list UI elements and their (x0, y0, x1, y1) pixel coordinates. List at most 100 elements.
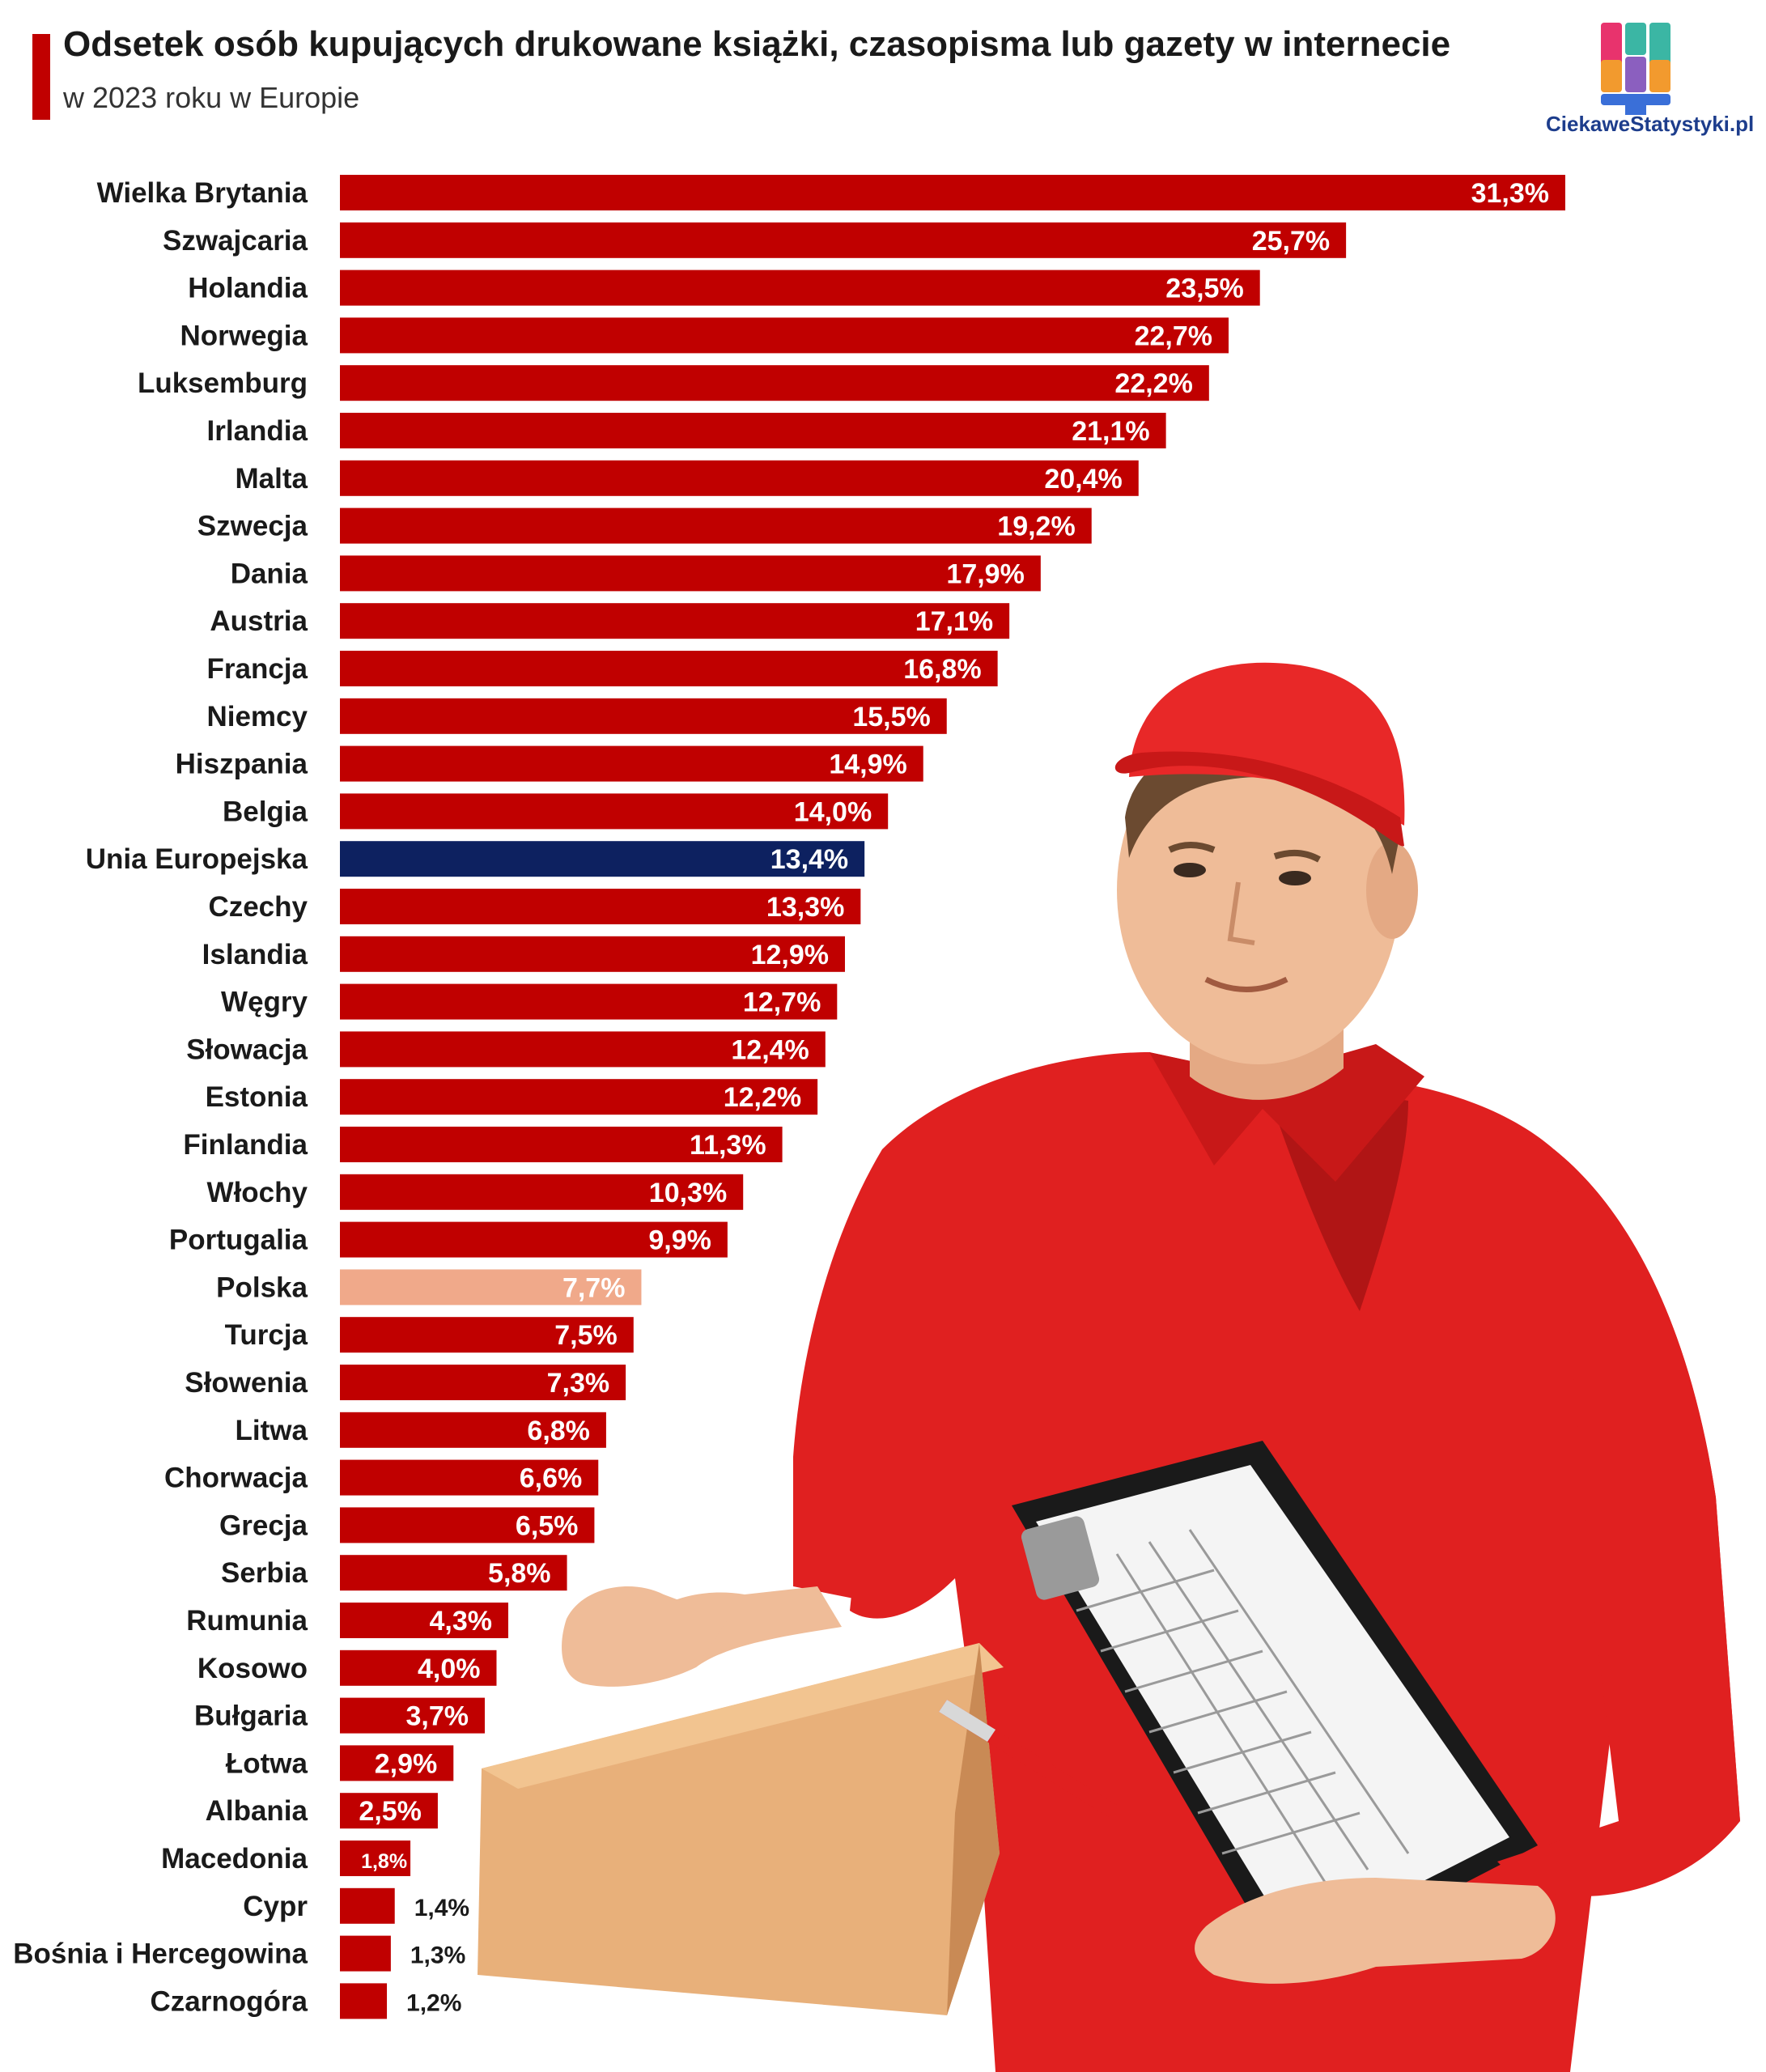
category-label: Słowenia (185, 1367, 308, 1399)
category-label: Szwecja (197, 511, 308, 542)
category-label: Węgry (221, 987, 308, 1018)
bar-3 (340, 270, 1260, 306)
category-label: Rumunia (186, 1605, 308, 1637)
category-label: Estonia (206, 1081, 308, 1113)
value-label: 15,5% (852, 702, 930, 732)
category-label: Niemcy (206, 701, 308, 732)
category-label: Islandia (202, 939, 308, 970)
value-label: 17,1% (915, 606, 993, 637)
category-label: Szwajcaria (163, 225, 308, 257)
bar-7 (340, 460, 1139, 496)
bar-6 (340, 413, 1166, 448)
category-label: Łotwa (226, 1747, 308, 1779)
category-label: Kosowo (197, 1653, 308, 1684)
bar-10 (340, 603, 1010, 639)
chart-title: Odsetek osób kupujących drukowane książk… (63, 24, 1451, 64)
value-label: 4,3% (429, 1606, 492, 1637)
bar-8 (340, 507, 1092, 544)
value-label: 6,8% (527, 1416, 590, 1446)
value-label: 21,1% (1072, 416, 1149, 447)
value-label: 1,3% (410, 1942, 465, 1969)
category-label: Wielka Brytania (97, 177, 308, 209)
bar-37 (340, 1887, 395, 1924)
value-label: 22,7% (1135, 321, 1212, 351)
bar-24 (340, 1269, 642, 1306)
category-label: Chorwacja (164, 1463, 308, 1494)
logo-icon (1601, 23, 1670, 115)
category-label: Słowacja (186, 1034, 308, 1065)
value-label: 14,9% (829, 749, 906, 780)
value-label: 3,7% (405, 1701, 469, 1732)
category-label: Irlandia (207, 415, 308, 447)
bar-17 (340, 936, 845, 972)
bar-9 (340, 555, 1041, 592)
category-label: Albania (206, 1795, 308, 1827)
value-label: 1,4% (414, 1895, 469, 1921)
category-label: Portugalia (169, 1225, 308, 1256)
bar-1 (340, 175, 1565, 210)
value-label: 25,7% (1252, 226, 1330, 257)
bar-23 (340, 1221, 728, 1258)
bar-38 (340, 1935, 391, 1972)
value-label: 1,2% (406, 1989, 461, 2016)
bar-39 (340, 1983, 388, 2019)
value-label: 9,9% (648, 1225, 711, 1256)
category-label: Serbia (221, 1557, 308, 1589)
category-label: Unia Europejska (86, 843, 308, 875)
bar-13 (340, 745, 923, 782)
title-accent-bar (32, 34, 50, 120)
value-label: 4,0% (418, 1654, 481, 1684)
bar-14 (340, 793, 889, 830)
value-label: 2,9% (375, 1748, 438, 1779)
bar-32 (340, 1650, 497, 1686)
bar-33 (340, 1697, 485, 1734)
value-label: 17,9% (946, 558, 1024, 589)
bar-31 (340, 1603, 508, 1638)
value-label: 7,7% (562, 1272, 626, 1303)
value-label: 1,8% (361, 1850, 407, 1873)
bar-19 (340, 1031, 826, 1068)
bar-16 (340, 889, 861, 924)
bar-25 (340, 1317, 634, 1353)
category-label: Turcja (225, 1319, 308, 1351)
category-label: Dania (231, 558, 308, 589)
value-label: 7,3% (547, 1368, 610, 1399)
category-label: Czechy (208, 891, 308, 923)
value-label: 12,2% (724, 1082, 801, 1113)
value-label: 23,5% (1165, 274, 1243, 304)
bar-21 (340, 1127, 783, 1162)
category-label: Polska (216, 1272, 308, 1303)
category-label: Litwa (236, 1415, 308, 1446)
bar-29 (340, 1507, 595, 1543)
category-label: Austria (210, 605, 308, 637)
bar-27 (340, 1412, 606, 1448)
value-label: 2,5% (359, 1796, 422, 1827)
value-label: 6,5% (516, 1510, 579, 1541)
value-label: 12,7% (743, 987, 821, 1018)
category-label: Hiszpania (176, 749, 308, 780)
category-label: Czarnogóra (151, 1985, 308, 2017)
value-label: 16,8% (903, 654, 981, 685)
bar-35 (340, 1793, 438, 1829)
value-label: 12,9% (751, 940, 829, 970)
value-label: 22,2% (1114, 368, 1192, 399)
value-label: 19,2% (997, 512, 1075, 542)
value-label: 13,3% (766, 892, 844, 923)
bar-18 (340, 983, 838, 1020)
bar-34 (340, 1745, 454, 1781)
bar-26 (340, 1365, 626, 1400)
bar-5 (340, 365, 1209, 401)
category-label: Finlandia (183, 1129, 308, 1161)
value-label: 31,3% (1471, 178, 1549, 209)
bar-28 (340, 1459, 599, 1496)
category-label: Macedonia (161, 1843, 308, 1875)
chart-subtitle: w 2023 roku w Europie (63, 81, 360, 114)
category-label: Francja (207, 653, 308, 685)
category-label: Belgia (223, 796, 308, 827)
bar-36 (340, 1841, 411, 1876)
bar-11 (340, 651, 998, 686)
bar-20 (340, 1079, 818, 1115)
category-label: Luksemburg (138, 367, 308, 399)
value-label: 11,3% (690, 1130, 766, 1161)
